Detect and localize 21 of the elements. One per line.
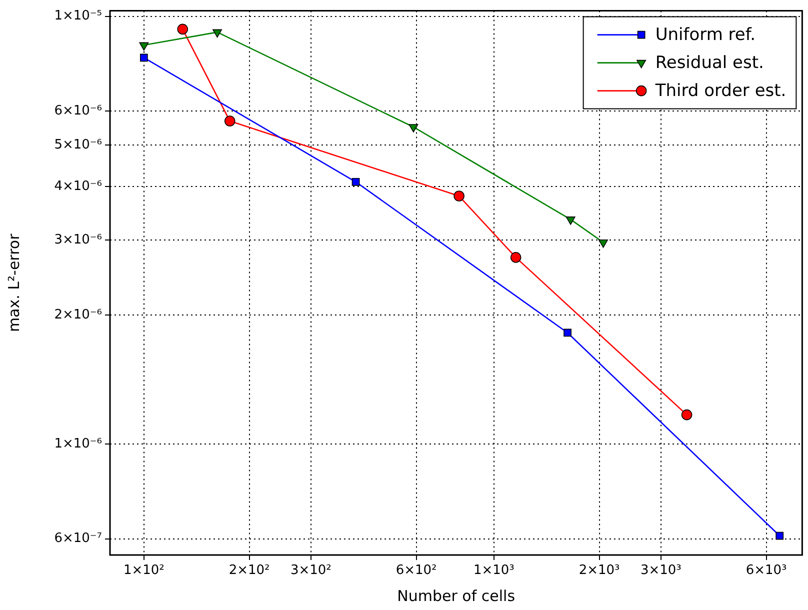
x-tick-label: 2×10² — [228, 563, 270, 578]
x-tick-label: 6×10² — [396, 563, 437, 578]
x-axis-title: Number of cells — [397, 586, 516, 605]
y-tick-label: 4×10⁻⁶ — [54, 178, 102, 194]
y-tick-label: 1×10⁻⁵ — [54, 8, 102, 24]
y-tick-label: 6×10⁻⁷ — [54, 531, 102, 546]
y-tick-label: 5×10⁻⁶ — [54, 137, 102, 152]
y-tick-label: 3×10⁻⁶ — [54, 232, 102, 248]
x-tick-label: 6×10³ — [746, 563, 787, 578]
x-tick-label: 2×10³ — [578, 563, 620, 578]
x-tick-label: 3×10² — [290, 563, 332, 578]
y-axis-title: max. L²-error — [4, 232, 23, 332]
y-tick-label: 1×10⁻⁶ — [54, 436, 102, 452]
x-tick-label: 3×10³ — [640, 563, 682, 578]
legend-label: Residual est. — [655, 53, 764, 74]
x-tick-label: 1×10³ — [473, 563, 514, 578]
x-tick-label: 1×10² — [123, 563, 164, 578]
legend-label: Third order est. — [654, 81, 786, 102]
y-tick-label: 6×10⁻⁶ — [54, 104, 102, 119]
legend-label: Uniform ref. — [655, 25, 756, 46]
y-tick-label: 2×10⁻⁶ — [54, 308, 102, 323]
